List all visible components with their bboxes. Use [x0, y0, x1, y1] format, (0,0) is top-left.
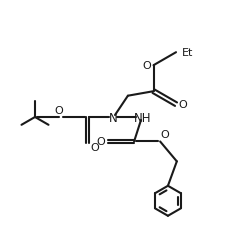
Text: NH: NH	[134, 111, 152, 124]
Text: Et: Et	[182, 48, 194, 58]
Text: N: N	[109, 111, 117, 124]
Text: O: O	[55, 106, 63, 115]
Text: O: O	[97, 137, 106, 147]
Text: O: O	[142, 61, 151, 71]
Text: O: O	[91, 142, 99, 152]
Text: O: O	[161, 130, 169, 140]
Text: O: O	[179, 100, 187, 110]
